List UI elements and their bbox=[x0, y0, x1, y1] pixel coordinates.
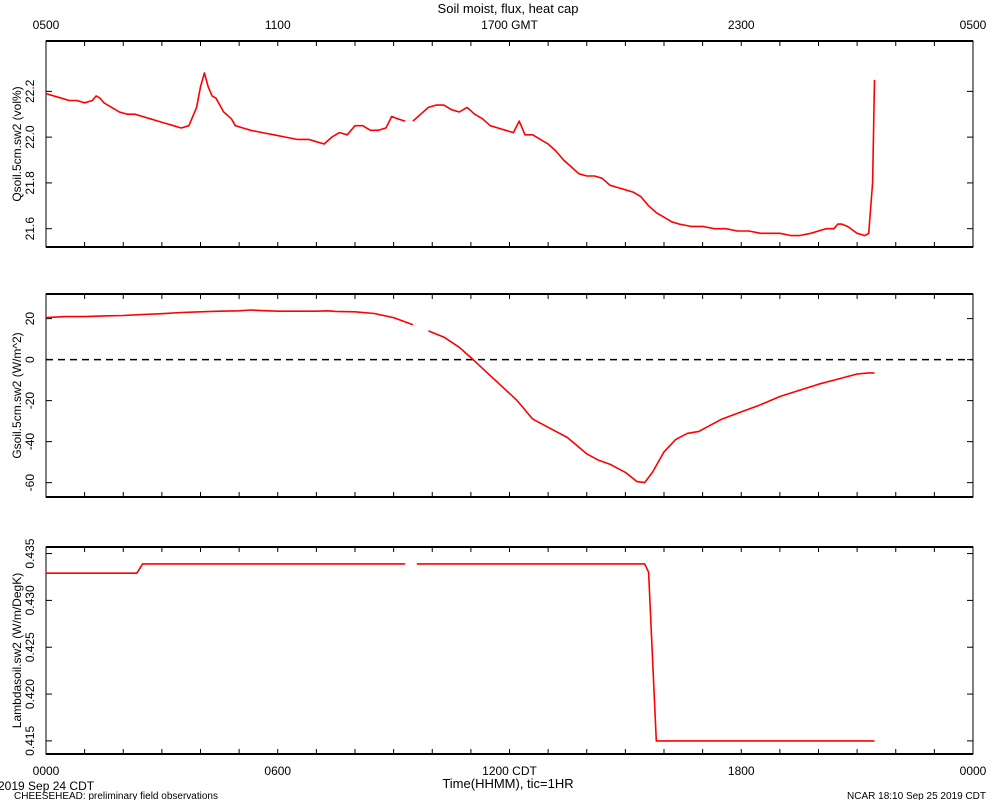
top-time-axis: 0500 1100 1700 GMT 2300 0500 bbox=[33, 18, 987, 32]
y-tick-label: 0 bbox=[23, 356, 37, 363]
series-line bbox=[412, 79, 876, 237]
y-tick-label: 21.6 bbox=[23, 217, 37, 241]
y-tick-label: 0.430 bbox=[23, 585, 37, 615]
top-time-tick-label: 1700 GMT bbox=[481, 18, 538, 32]
chart-title: Soil moist, flux, heat cap bbox=[438, 1, 579, 16]
y-axis-label: Qsoil.5cm.sw2 (vol%) bbox=[10, 86, 24, 201]
bottom-time-tick-label: 0600 bbox=[264, 764, 291, 778]
y-tick-label: 20 bbox=[23, 312, 37, 326]
plot-frame bbox=[45, 293, 974, 498]
y-tick-label: 22.2 bbox=[23, 79, 37, 103]
bottom-time-tick-label: 0000 bbox=[960, 764, 987, 778]
y-tick-label: -20 bbox=[23, 392, 37, 410]
top-time-tick-label: 0500 bbox=[960, 18, 987, 32]
y-tick-label: 0.425 bbox=[23, 632, 37, 662]
series-line bbox=[45, 72, 406, 145]
y-tick-label: 0.435 bbox=[23, 538, 37, 568]
date-label: 2019 Sep 24 CDT bbox=[0, 779, 95, 793]
plot-frame bbox=[45, 40, 974, 248]
series-line bbox=[416, 563, 875, 742]
y-axis-label: Gsoil.5cm.sw2 (W/m^2) bbox=[10, 332, 24, 458]
project-label: CHEESEHEAD: preliminary field observatio… bbox=[14, 791, 218, 800]
plot-frame bbox=[45, 546, 974, 755]
bottom-time-tick-label: 0000 bbox=[33, 764, 60, 778]
bottom-time-axis: 0000 0600 1200 CDT 1800 0000 bbox=[33, 764, 987, 778]
top-time-tick-label: 2300 bbox=[728, 18, 755, 32]
panel-3: 0.415 0.420 0.425 0.430 0.435 Lambdasoil.sw2 … bbox=[10, 538, 974, 756]
series-line bbox=[428, 330, 875, 484]
series-line bbox=[46, 563, 406, 574]
panel-2: -60 -40 -20 0 20 Gsoil.5cm.sw2 (W/m^2) bbox=[10, 293, 974, 498]
y-tick-label: 0.415 bbox=[23, 726, 37, 756]
y-tick-label: 0.420 bbox=[23, 679, 37, 709]
y-tick-label: 21.8 bbox=[23, 171, 37, 195]
top-time-tick-label: 1100 bbox=[265, 18, 291, 32]
x-axis-label: Time(HHMM), tic=1HR bbox=[442, 776, 573, 791]
bottom-time-tick-label: 1800 bbox=[728, 764, 755, 778]
top-time-tick-label: 0500 bbox=[33, 18, 60, 32]
y-axis-label: Lambdasoil.sw2 (W/m/DegK) bbox=[10, 573, 24, 728]
y-tick-label: 22.0 bbox=[23, 125, 37, 149]
y-tick-label: -40 bbox=[23, 433, 37, 451]
bottom-time-tick-label: 1200 CDT bbox=[482, 764, 537, 778]
series-line bbox=[45, 309, 414, 326]
credit-label: NCAR 18:10 Sep 25 2019 CDT bbox=[847, 791, 986, 800]
y-tick-label: -60 bbox=[23, 474, 37, 492]
